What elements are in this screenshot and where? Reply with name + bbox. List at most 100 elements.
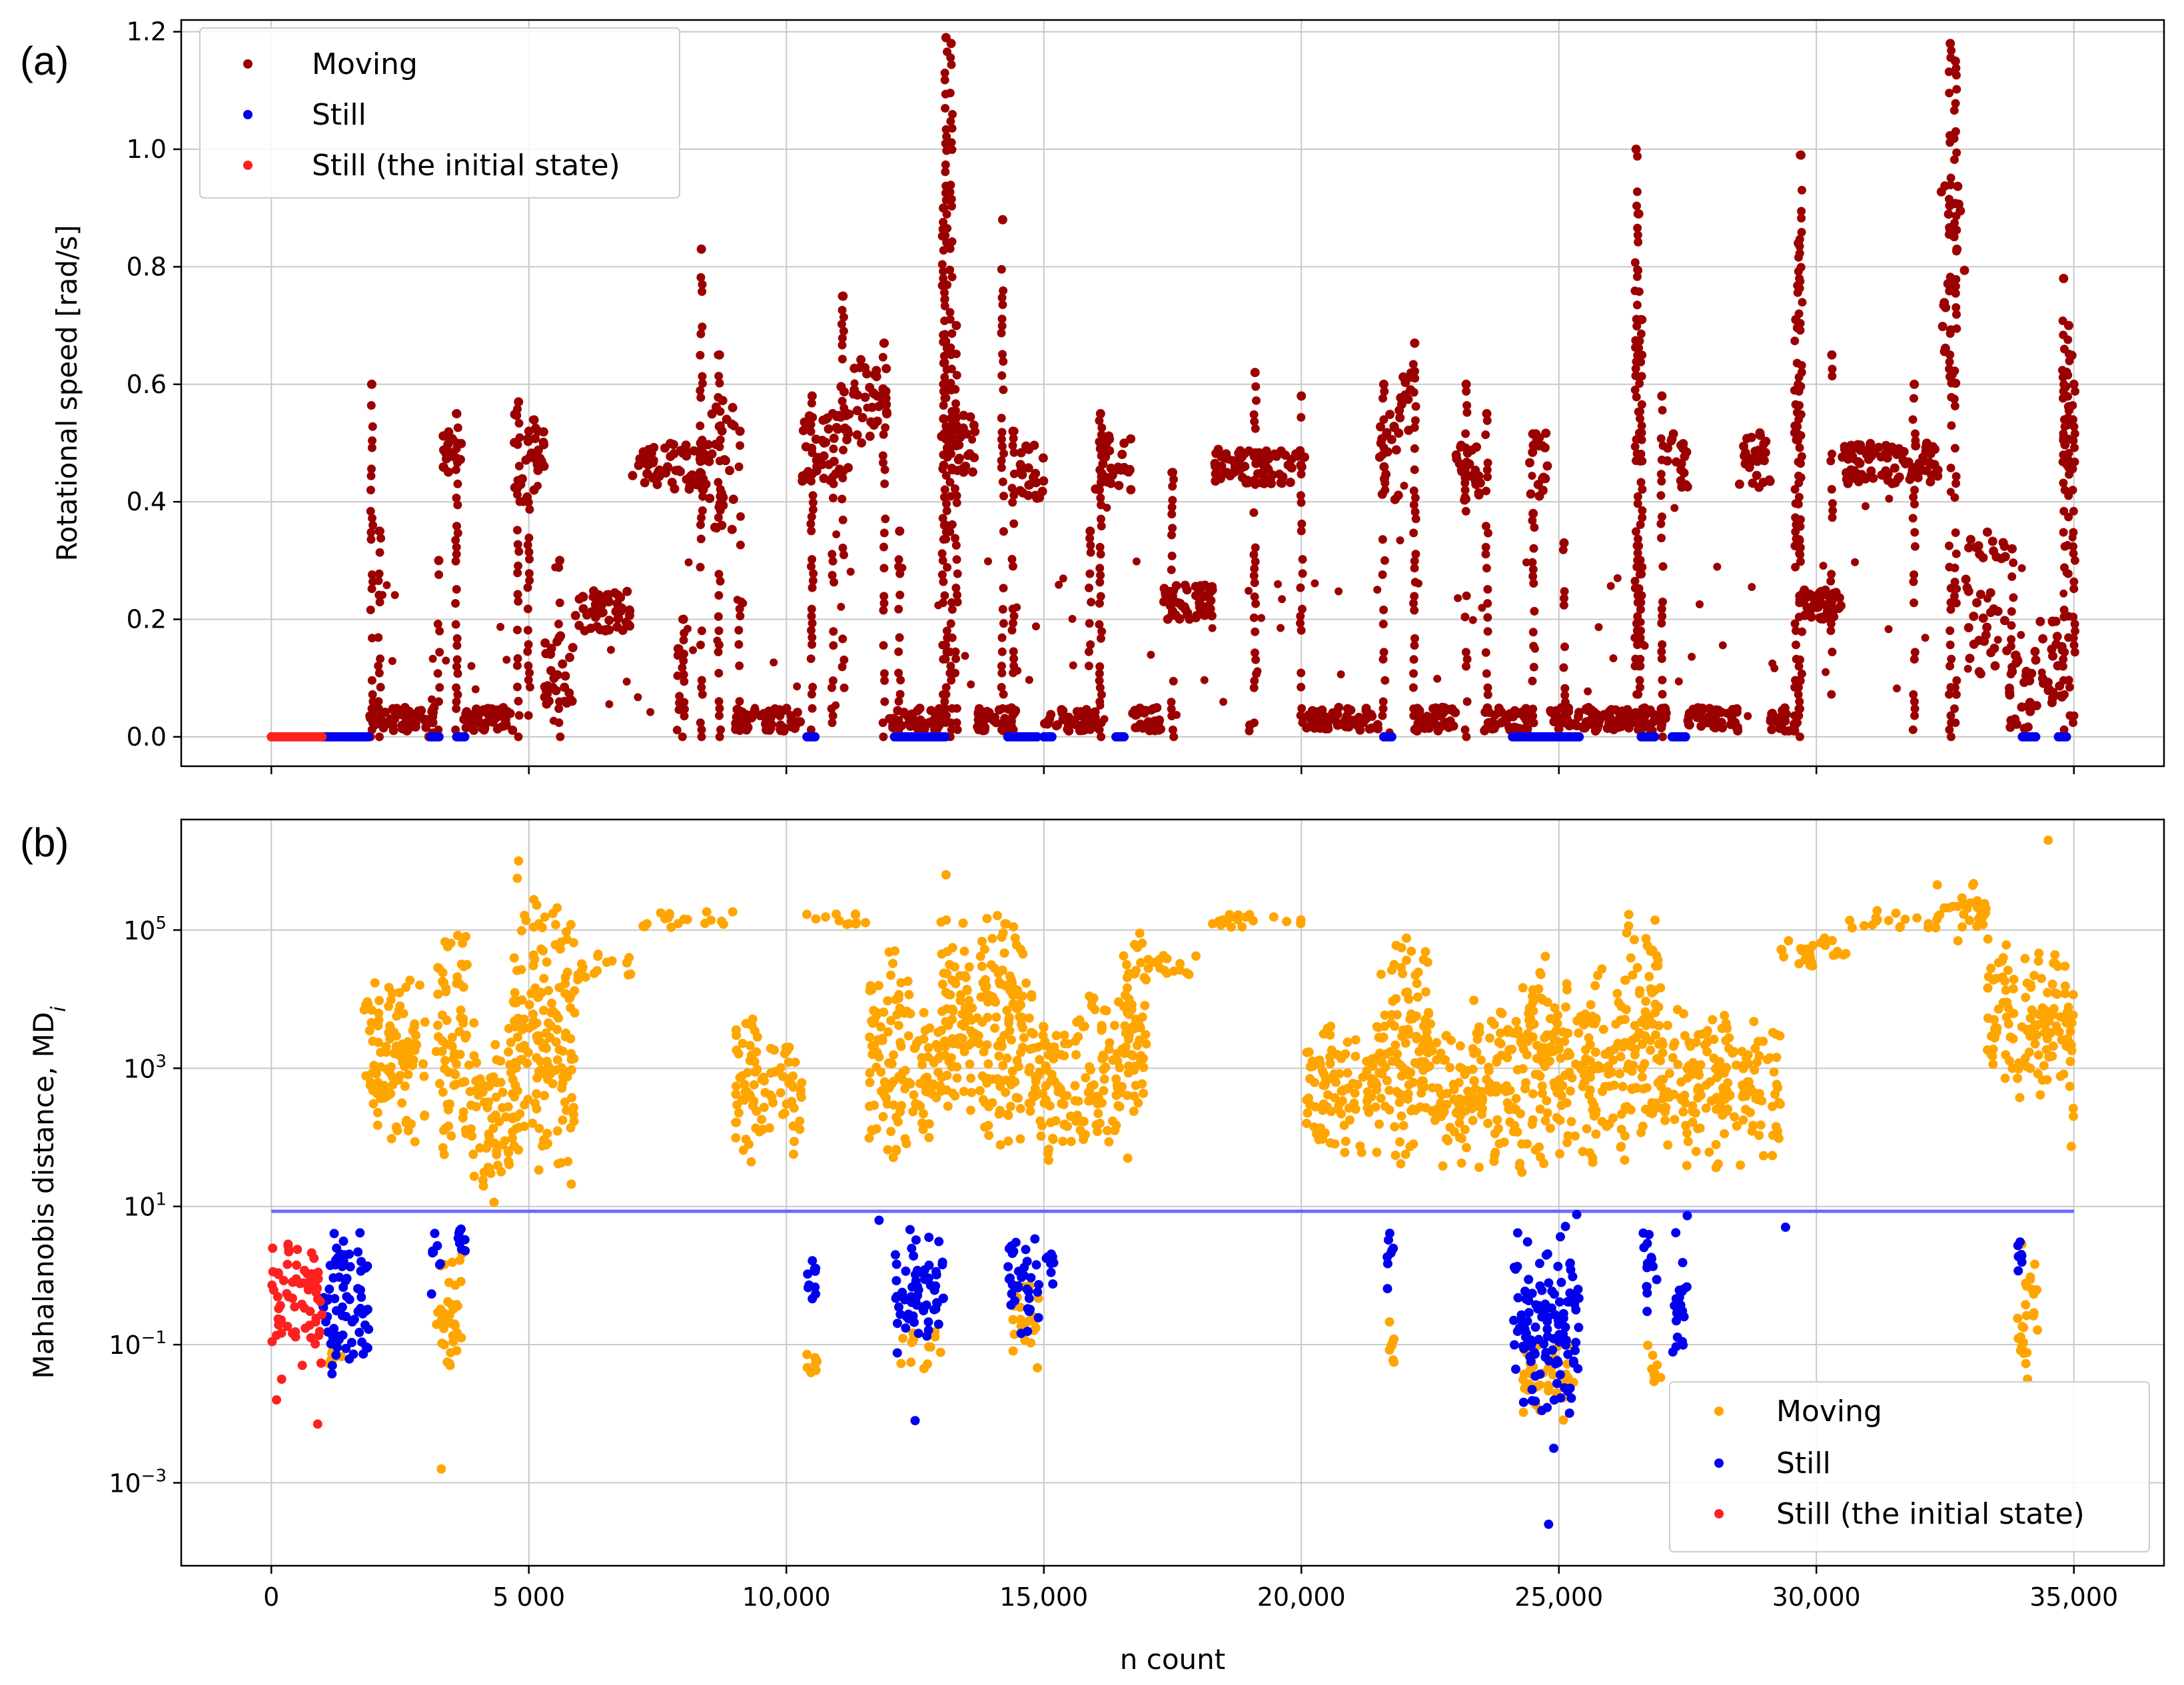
moving-point — [1141, 1039, 1151, 1049]
moving-spike-point — [1947, 378, 1956, 388]
moving-spike-point — [1637, 435, 1646, 444]
moving-point — [1258, 459, 1268, 469]
moving-point — [624, 970, 633, 980]
moving-point — [1606, 705, 1616, 715]
moving-point — [1596, 717, 1604, 725]
moving-point — [1778, 714, 1788, 724]
moving-point — [1604, 1119, 1614, 1129]
moving-spike-point — [1251, 424, 1260, 433]
moving-point — [1048, 1133, 1057, 1143]
moving-point — [446, 938, 456, 948]
moving-spike-point — [894, 668, 903, 678]
moving-point — [1245, 586, 1253, 595]
moving-spike-point — [1528, 508, 1538, 518]
moving-spike-point — [736, 612, 745, 621]
moving-point — [1093, 1109, 1103, 1119]
moving-point — [1377, 1057, 1387, 1067]
moving-spike-point — [828, 472, 837, 482]
moving-spike-point — [1009, 647, 1018, 656]
moving-spike-point — [1910, 500, 1919, 509]
moving-point — [1015, 486, 1025, 496]
moving-point — [1589, 1111, 1599, 1121]
moving-spike-point — [1560, 698, 1570, 707]
moving-spike-point — [838, 634, 847, 644]
moving-spike-point — [941, 104, 950, 113]
moving-spike-point — [878, 352, 887, 362]
moving-spike-point — [524, 533, 534, 542]
moving-spike-point — [895, 569, 905, 578]
moving-point — [1237, 922, 1247, 932]
moving-spike-point — [1007, 484, 1017, 493]
moving-point — [1648, 717, 1658, 727]
moving-spike-point — [895, 690, 905, 699]
moving-spike-point — [807, 391, 817, 401]
moving-point — [941, 915, 951, 925]
moving-spike-point — [697, 442, 706, 452]
moving-point — [1117, 450, 1127, 459]
moving-point — [542, 1057, 552, 1066]
moving-spike-point — [451, 465, 460, 474]
moving-point — [1296, 915, 1306, 925]
moving-point — [1581, 1045, 1591, 1055]
moving-spike-point — [1095, 683, 1105, 692]
moving-point — [646, 708, 655, 716]
moving-point — [1406, 946, 1416, 956]
moving-point — [1533, 480, 1543, 490]
moving-point — [1135, 720, 1145, 729]
moving-point — [1484, 1033, 1494, 1043]
moving-point — [1412, 721, 1422, 731]
moving-point — [1363, 1103, 1372, 1113]
moving-point — [468, 1149, 478, 1159]
moving-spike-point — [1298, 569, 1307, 578]
moving-point — [871, 1007, 881, 1017]
moving-point — [538, 946, 548, 956]
moving-point — [1124, 1031, 1134, 1041]
moving-point — [1718, 641, 1727, 650]
moving-spike-point — [1410, 507, 1420, 516]
moving-point — [1621, 1005, 1631, 1015]
moving-point — [1732, 724, 1742, 734]
moving-point — [1039, 476, 1049, 486]
moving-point — [865, 1077, 875, 1087]
moving-point — [1087, 995, 1097, 1005]
moving-point — [865, 382, 875, 392]
moving-point — [1143, 955, 1153, 965]
moving-spike-point — [696, 329, 706, 338]
moving-point — [564, 688, 574, 698]
moving-point — [1404, 1080, 1414, 1090]
moving-point — [1469, 1076, 1479, 1086]
moving-point — [1862, 502, 1870, 510]
still-point — [434, 732, 444, 742]
moving-spike-point — [2071, 386, 2079, 396]
moving-spike-point — [808, 682, 818, 692]
moving-spike-point — [808, 704, 817, 713]
moving-spike-point — [675, 692, 684, 701]
still-point — [1032, 732, 1042, 742]
moving-point — [1233, 915, 1243, 925]
moving-point — [1222, 468, 1232, 478]
moving-point — [778, 1071, 788, 1081]
moving-spike-point — [1658, 640, 1667, 649]
moving-point — [734, 1108, 744, 1118]
moving-spike-point — [939, 655, 948, 664]
moving-point — [1437, 723, 1446, 732]
moving-spike-point — [1084, 662, 1093, 670]
moving-spike-point — [1795, 591, 1804, 600]
moving-point — [1122, 983, 1132, 993]
moving-spike-point — [2009, 593, 2018, 602]
moving-point — [1494, 1139, 1504, 1149]
moving-point — [1086, 1082, 1096, 1091]
moving-point — [375, 713, 385, 722]
moving-point — [1598, 1025, 1608, 1034]
moving-point — [1414, 1059, 1424, 1069]
moving-point — [1710, 712, 1720, 722]
moving-spike-point — [1794, 690, 1803, 699]
moving-spike-point — [894, 562, 903, 571]
moving-point — [1562, 1051, 1572, 1061]
moving-point — [1025, 676, 1033, 684]
moving-point — [384, 1001, 394, 1011]
moving-spike-point — [828, 556, 837, 566]
moving-spike-point — [947, 124, 957, 133]
moving-spike-point — [1795, 549, 1804, 558]
moving-point — [1002, 1053, 1012, 1063]
